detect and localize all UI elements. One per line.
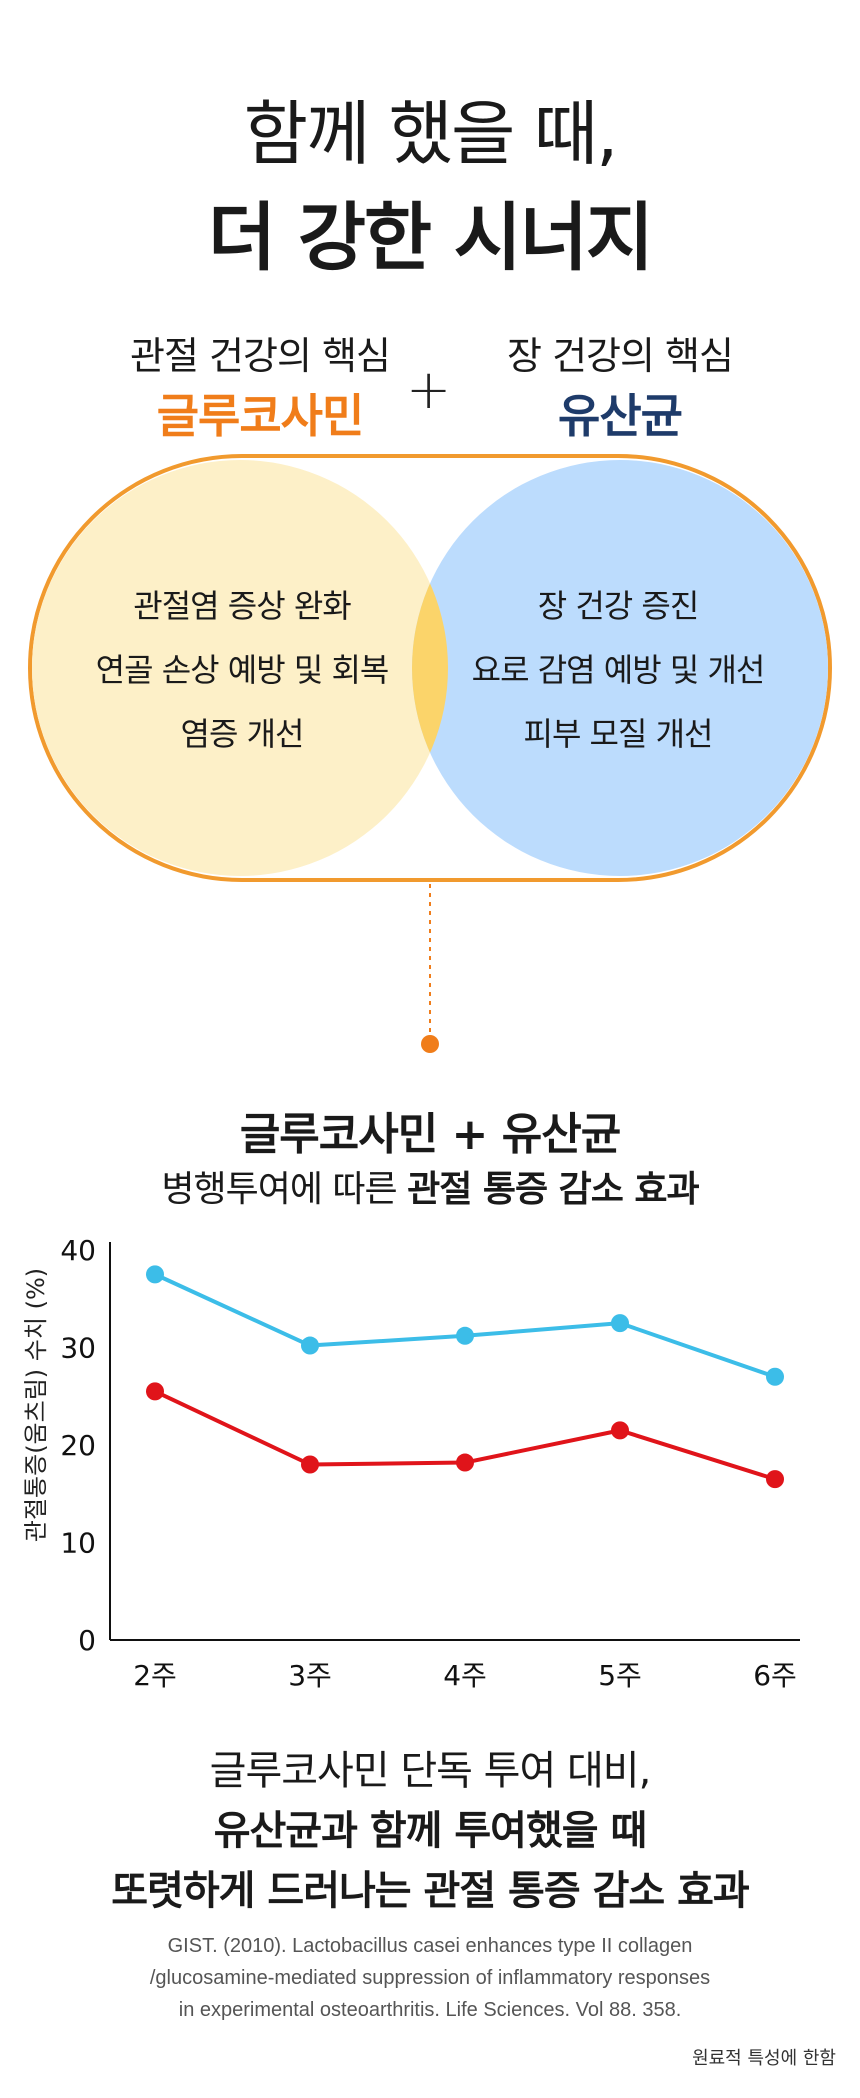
series-1-point: [766, 1367, 784, 1386]
citation-line-3: in experimental osteoarthritis. Life Sci…: [178, 1999, 682, 2021]
series-2-point: [301, 1455, 319, 1474]
summary-line-2: 유산균과 함께 투여했을 때: [213, 1808, 648, 1854]
y-tick-label: 30: [60, 1332, 96, 1365]
chart-subtitle-bold: 관절 통증 감소 효과: [407, 1169, 700, 1210]
y-axis-label: 관절통증(움츠림) 수치 (%): [22, 1268, 50, 1542]
x-tick-label: 3주: [288, 1659, 332, 1690]
venn-left-circle: [32, 460, 448, 876]
series-1-line: [154, 1272, 776, 1379]
right-ingredient-name: 유산균: [558, 389, 683, 443]
venn-left-item: 연골 손상 예방 및 회복: [95, 651, 390, 689]
x-tick-label: 4주: [443, 1659, 487, 1690]
line-chart: 0 10 20 30 40 2주 3주 4주 5주 6주 관절통증(움츠림) 수치 (%): [22, 1234, 800, 1690]
venn-left-item: 염증 개선: [180, 715, 305, 753]
venn-left-benefits: 관절염 증상 완화 연골 손상 예방 및 회복 염증 개선: [62, 574, 422, 766]
series-1-point: [611, 1314, 629, 1333]
chart-title-text: 글루코사민 + 유산균: [239, 1109, 621, 1160]
summary-line-1: 글루코사민 단독 투여 대비,: [209, 1748, 652, 1794]
venn-right-item: 장 건강 증진: [537, 587, 700, 625]
venn-right-circle: [412, 460, 828, 876]
plus-sign: +: [406, 358, 452, 421]
heading-line-2: 더 강한 시너지: [207, 195, 654, 281]
venn-diagram: [28, 454, 832, 1053]
citation-line-1: GIST. (2010). Lactobacillus casei enhanc…: [167, 1935, 693, 1957]
x-tick-label: 5주: [598, 1659, 642, 1690]
y-tick-label: 0: [78, 1624, 96, 1657]
summary-line-3: 또렷하게 드러나는 관절 통증 감소 효과: [111, 1868, 749, 1914]
venn-right-benefits: 장 건강 증진 요로 감염 예방 및 개선 피부 모질 개선: [438, 574, 798, 766]
venn-right-item: 피부 모질 개선: [523, 715, 714, 753]
chart-title: 글루코사민 + 유산균: [231, 1098, 629, 1162]
y-tick-label: 10: [60, 1527, 96, 1560]
disclaimer-note: 원료적 특성에 한함: [692, 2048, 836, 2069]
series-2-point: [611, 1421, 629, 1440]
y-tick-label: 20: [60, 1429, 96, 1462]
series-2-point: [456, 1453, 474, 1472]
venn-outline: [28, 454, 832, 882]
x-tick-labels: 2주 3주 4주 5주 6주: [133, 1659, 797, 1690]
chart-subtitle-normal: 병행투여에 따른: [161, 1169, 408, 1210]
series-1-point: [456, 1326, 474, 1345]
connector-dot: [421, 1035, 439, 1053]
y-tick-labels: 0 10 20 30 40: [60, 1234, 96, 1657]
venn-left-item: 관절염 증상 완화: [133, 587, 351, 625]
series-2-point: [146, 1382, 164, 1401]
y-tick-label: 40: [60, 1234, 96, 1267]
right-ingredient-subtitle: 장 건강의 핵심: [507, 334, 734, 378]
chart-series: [146, 1265, 784, 1489]
left-ingredient-name: 글루코사민: [156, 389, 365, 443]
series-1-point: [146, 1265, 164, 1284]
citation-line-2: /glucosamine-mediated suppression of inf…: [149, 1967, 711, 1989]
venn-right-item: 요로 감염 예방 및 개선: [471, 651, 766, 689]
chart-title-wrap: 글루코사민 + 유산균: [0, 1098, 860, 1162]
series-1-point: [301, 1336, 319, 1355]
chart-subtitle: 병행투여에 따른 관절 통증 감소 효과: [0, 1160, 860, 1212]
series-2-point: [766, 1470, 784, 1489]
x-tick-label: 2주: [133, 1659, 177, 1690]
heading-line-1: 함께 했을 때,: [243, 93, 619, 175]
chart-axes: [109, 1242, 800, 1641]
x-tick-label: 6주: [753, 1659, 797, 1690]
left-ingredient-subtitle: 관절 건강의 핵심: [130, 334, 391, 378]
